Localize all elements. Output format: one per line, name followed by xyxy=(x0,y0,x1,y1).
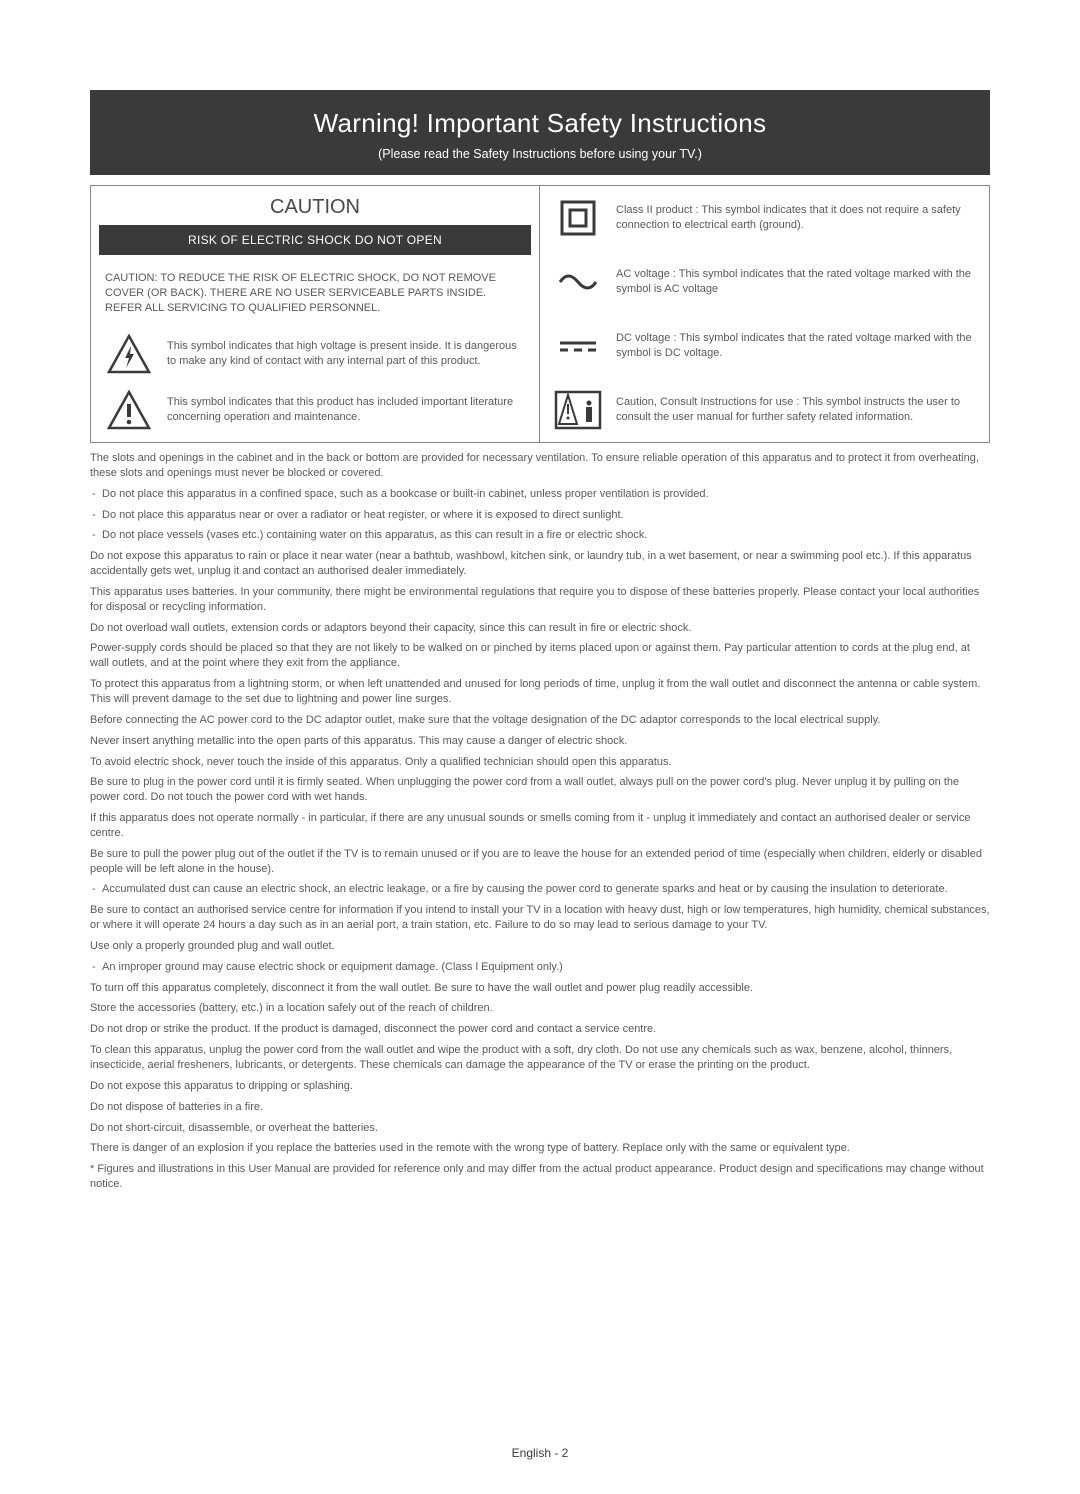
symbol-row-literature: This symbol indicates that this product … xyxy=(91,384,539,440)
para: Never insert anything metallic into the … xyxy=(90,734,990,749)
list-item-text: Do not place vessels (vases etc.) contai… xyxy=(102,529,647,541)
symbol-text: AC voltage : This symbol indicates that … xyxy=(616,267,975,297)
para: To protect this apparatus from a lightni… xyxy=(90,677,990,707)
para: To clean this apparatus, unplug the powe… xyxy=(90,1043,990,1073)
para: Do not dispose of batteries in a fire. xyxy=(90,1100,990,1115)
list-item: -Do not place this apparatus near or ove… xyxy=(90,508,990,523)
symbol-row-ac: AC voltage : This symbol indicates that … xyxy=(540,250,989,314)
symbol-row-high-voltage: This symbol indicates that high voltage … xyxy=(91,328,539,384)
header-bar: Warning! Important Safety Instructions (… xyxy=(90,90,990,175)
symbol-row-class2: Class II product : This symbol indicates… xyxy=(540,186,989,250)
para: Do not short-circuit, disassemble, or ov… xyxy=(90,1121,990,1136)
list-item-text: Do not place this apparatus in a confine… xyxy=(102,488,709,500)
symbol-text: This symbol indicates that this product … xyxy=(167,395,525,425)
para: This apparatus uses batteries. In your c… xyxy=(90,585,990,615)
caution-left-column: CAUTION RISK OF ELECTRIC SHOCK DO NOT OP… xyxy=(91,186,540,442)
list-item: -Accumulated dust can cause an electric … xyxy=(90,882,990,897)
para: If this apparatus does not operate norma… xyxy=(90,811,990,841)
para: There is danger of an explosion if you r… xyxy=(90,1141,990,1156)
para: Do not overload wall outlets, extension … xyxy=(90,621,990,636)
symbol-text: DC voltage : This symbol indicates that … xyxy=(616,331,975,361)
caution-box: CAUTION RISK OF ELECTRIC SHOCK DO NOT OP… xyxy=(90,185,990,443)
dc-voltage-icon xyxy=(554,339,602,353)
symbol-text: Class II product : This symbol indicates… xyxy=(616,203,975,233)
para: To turn off this apparatus completely, d… xyxy=(90,981,990,996)
symbol-row-dc: DC voltage : This symbol indicates that … xyxy=(540,314,989,378)
para: Do not expose this apparatus to dripping… xyxy=(90,1079,990,1094)
page-subtitle: (Please read the Safety Instructions bef… xyxy=(100,147,980,161)
list-item: -Do not place this apparatus in a confin… xyxy=(90,487,990,502)
list-item-text: Accumulated dust can cause an electric s… xyxy=(102,883,948,895)
ac-voltage-icon xyxy=(554,272,602,292)
caution-right-column: Class II product : This symbol indicates… xyxy=(540,186,989,442)
para: Be sure to pull the power plug out of th… xyxy=(90,847,990,877)
caution-bar: RISK OF ELECTRIC SHOCK DO NOT OPEN xyxy=(99,225,531,255)
page-title: Warning! Important Safety Instructions xyxy=(100,108,980,139)
page-footer: English - 2 xyxy=(0,1446,1080,1460)
list-item-text: An improper ground may cause electric sh… xyxy=(102,961,563,973)
symbol-text: This symbol indicates that high voltage … xyxy=(167,339,525,369)
list-item: -Do not place vessels (vases etc.) conta… xyxy=(90,528,990,543)
para: Be sure to contact an authorised service… xyxy=(90,903,990,933)
caution-body-text: CAUTION: TO REDUCE THE RISK OF ELECTRIC … xyxy=(91,259,539,328)
symbol-row-manual: Caution, Consult Instructions for use : … xyxy=(540,378,989,442)
para: Power-supply cords should be placed so t… xyxy=(90,641,990,671)
para: Do not drop or strike the product. If th… xyxy=(90,1022,990,1037)
para: Use only a properly grounded plug and wa… xyxy=(90,939,990,954)
para: The slots and openings in the cabinet an… xyxy=(90,451,990,481)
high-voltage-icon xyxy=(105,334,153,374)
para: To avoid electric shock, never touch the… xyxy=(90,755,990,770)
para: * Figures and illustrations in this User… xyxy=(90,1162,990,1192)
caution-title: CAUTION xyxy=(99,196,531,219)
list-item: -An improper ground may cause electric s… xyxy=(90,960,990,975)
list-item-text: Do not place this apparatus near or over… xyxy=(102,509,624,521)
para: Do not expose this apparatus to rain or … xyxy=(90,549,990,579)
para: Store the accessories (battery, etc.) in… xyxy=(90,1001,990,1016)
exclamation-triangle-icon xyxy=(105,390,153,430)
symbol-text: Caution, Consult Instructions for use : … xyxy=(616,395,975,425)
caution-head: CAUTION RISK OF ELECTRIC SHOCK DO NOT OP… xyxy=(91,186,539,259)
para: Before connecting the AC power cord to t… xyxy=(90,713,990,728)
consult-manual-icon xyxy=(554,390,602,430)
para: Be sure to plug in the power cord until … xyxy=(90,775,990,805)
class2-icon xyxy=(554,198,602,238)
